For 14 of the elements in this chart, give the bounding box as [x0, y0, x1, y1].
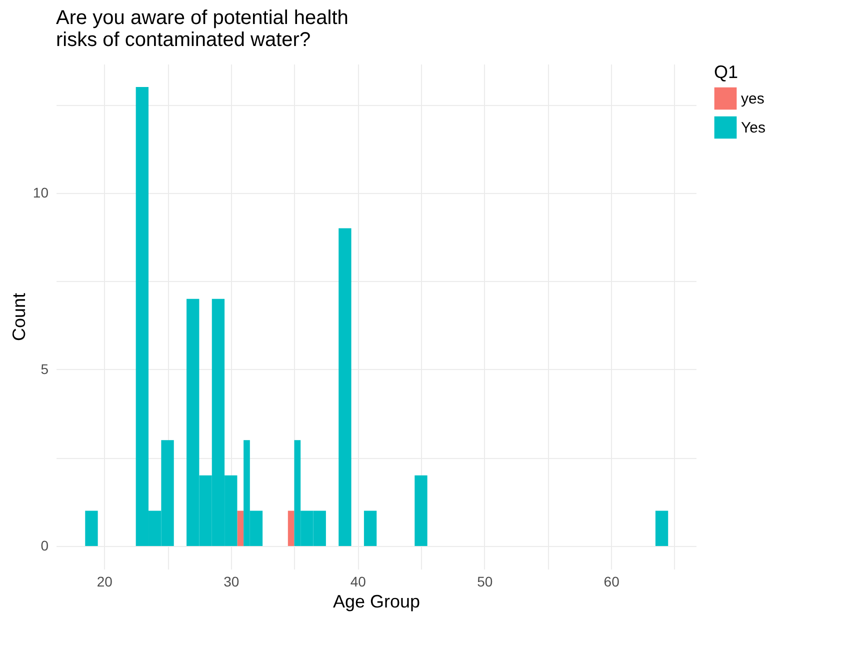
x-tick-label: 20 [96, 574, 113, 590]
x-tick-label: 30 [224, 574, 240, 590]
chart-title: Are you aware of potential health risks of contaminated water? [56, 7, 348, 51]
y-tick-label: 5 [40, 360, 49, 377]
legend-label: Yes [741, 120, 766, 136]
x-tick-label: 50 [477, 574, 493, 590]
y-tick-label: 0 [40, 538, 49, 554]
x-axis-title: Age Group [332, 592, 420, 612]
y-tick-label: 10 [32, 184, 49, 200]
x-tick-label: 60 [604, 574, 620, 590]
legend-title: Q1 [714, 62, 738, 82]
legend-label: yes [741, 90, 764, 108]
y-axis-title: Count [8, 292, 29, 342]
x-tick-label: 40 [350, 574, 366, 590]
